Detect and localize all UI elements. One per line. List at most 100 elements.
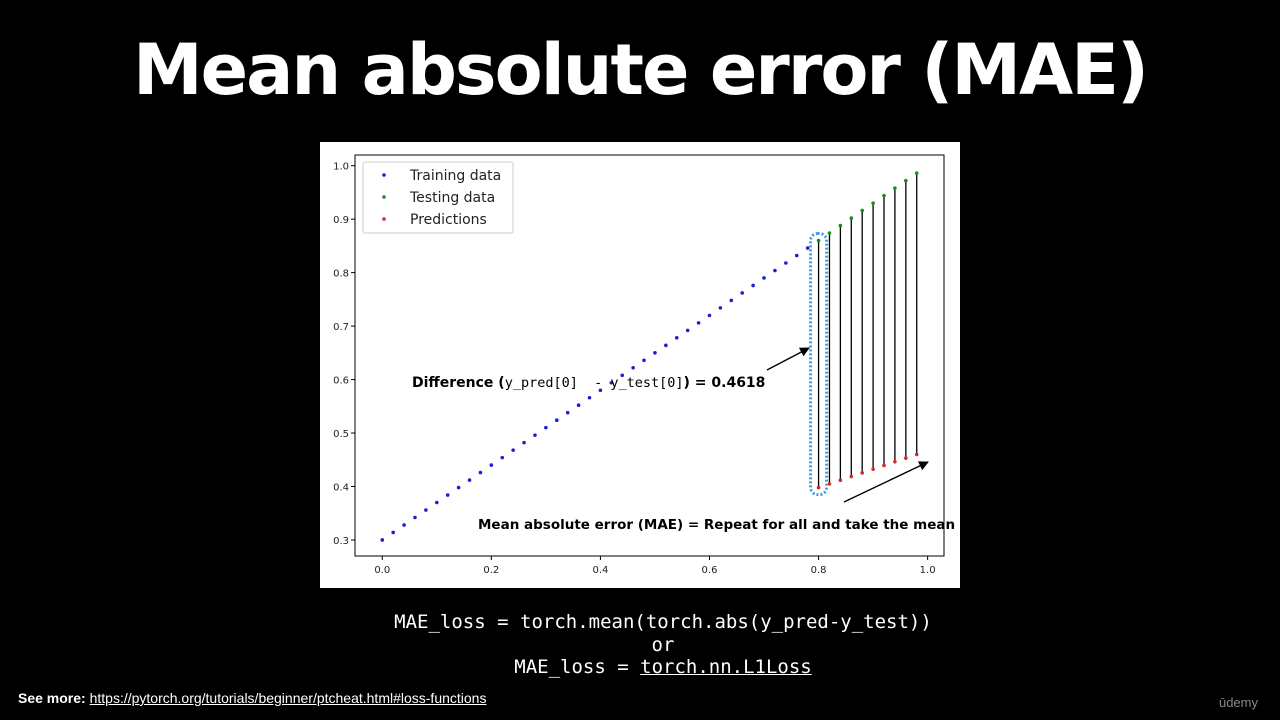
training-point	[642, 358, 646, 363]
y-tick-label: 0.4	[333, 482, 349, 493]
data-points	[380, 171, 919, 542]
prediction-point	[882, 463, 886, 468]
prediction-point	[827, 482, 832, 486]
training-point	[696, 321, 701, 325]
testing-point	[816, 238, 821, 243]
prediction-point	[914, 452, 919, 457]
training-point	[685, 328, 690, 333]
training-point	[729, 298, 734, 303]
prediction-point	[871, 467, 875, 471]
difference-arrow	[766, 347, 810, 371]
testing-point	[860, 208, 864, 213]
prediction-point	[849, 474, 854, 479]
legend-marker-training	[382, 173, 386, 177]
x-tick-label: 1.0	[920, 565, 936, 576]
first-pair-highlight	[809, 232, 829, 497]
difference-annotation: Difference (y_pred[0] - y_test[0]) = 0.4…	[412, 347, 810, 391]
training-point	[718, 306, 723, 310]
training-point	[489, 463, 494, 467]
code-l1loss-prefix: MAE_loss =	[514, 656, 641, 678]
training-point	[773, 268, 777, 273]
footer: See more: https://pytorch.org/tutorials/…	[18, 690, 486, 706]
mean-annotation: Mean absolute error (MAE) = Repeat for a…	[478, 461, 955, 533]
training-point	[653, 351, 657, 355]
training-point	[784, 261, 788, 265]
testing-point	[849, 216, 854, 220]
training-point	[391, 530, 395, 535]
testing-point	[882, 193, 886, 198]
testing-point	[914, 171, 919, 175]
training-point	[664, 343, 668, 348]
slide-title: Mean absolute error (MAE)	[133, 29, 1149, 111]
training-point	[402, 523, 406, 527]
prediction-point	[893, 459, 897, 464]
prediction-point	[816, 485, 821, 490]
mean-annotation-text: Mean absolute error (MAE) = Repeat for a…	[478, 517, 955, 533]
code-or: or	[651, 634, 675, 656]
x-axis: 0.0 0.2 0.4 0.6 0.8 1.0	[374, 556, 936, 576]
y-axis: 0.3 0.4 0.5 0.6 0.7 0.8 0.9 1.0	[333, 162, 355, 547]
udemy-watermark: ūdemy	[1218, 695, 1258, 710]
difference-lines	[817, 173, 918, 488]
footer-link[interactable]: https://pytorch.org/tutorials/beginner/p…	[89, 690, 487, 706]
y-tick-label: 0.3	[333, 536, 349, 547]
training-point	[707, 313, 712, 318]
legend: Training data Testing data Predictions	[362, 161, 514, 234]
training-point	[544, 425, 548, 430]
y-tick-label: 0.6	[333, 376, 349, 387]
legend-box	[362, 161, 514, 234]
training-point	[631, 365, 635, 370]
training-point	[587, 395, 592, 400]
y-tick-label: 0.7	[333, 322, 349, 333]
training-point	[609, 380, 614, 385]
x-tick-label: 0.8	[811, 565, 827, 576]
l1loss-link[interactable]: torch.nn.L1Loss	[640, 656, 812, 678]
x-tick-label: 0.0	[374, 565, 390, 576]
prediction-point	[904, 456, 908, 460]
y-tick-label: 1.0	[333, 162, 349, 173]
training-point	[424, 508, 428, 512]
training-point	[435, 500, 439, 505]
difference-label: Difference (	[412, 375, 505, 391]
plot-frame	[354, 154, 945, 557]
legend-label-predictions: Predictions	[410, 212, 487, 228]
code-line-l1loss: MAE_loss = torch.nn.L1Loss	[23, 656, 1280, 678]
legend-label-testing: Testing data	[409, 190, 495, 206]
difference-value: ) = 0.4618	[684, 375, 766, 391]
training-point	[674, 336, 679, 340]
training-point	[740, 291, 745, 295]
testing-point	[871, 201, 875, 205]
training-point	[565, 410, 570, 415]
training-point	[522, 440, 526, 445]
training-point	[380, 538, 385, 542]
difference-annotation-text: Difference (y_pred[0] - y_test[0]) = 0.4…	[412, 375, 765, 391]
x-tick-label: 0.2	[483, 565, 499, 576]
training-point	[413, 515, 417, 520]
chart-figure: 0.3 0.4 0.5 0.6 0.7 0.8 0.9 1.0 0.0 0.2 0.4 0.6 0.8…	[320, 142, 960, 588]
legend-marker-testing	[382, 195, 386, 199]
training-point	[467, 478, 472, 482]
y-tick-label: 0.9	[333, 215, 349, 226]
training-point	[500, 455, 505, 460]
training-point	[511, 448, 515, 452]
training-point	[598, 388, 603, 393]
testing-point	[827, 231, 832, 235]
training-point	[478, 470, 483, 475]
footer-label: See more:	[18, 690, 86, 706]
training-point	[794, 253, 799, 258]
legend-label-training: Training data	[409, 168, 501, 184]
scatter-chart: 0.3 0.4 0.5 0.6 0.7 0.8 0.9 1.0 0.0 0.2 0.4 0.6 0.8…	[333, 154, 955, 576]
training-point	[576, 403, 581, 408]
testing-point	[838, 223, 843, 228]
training-point	[762, 276, 766, 280]
difference-code: y_pred[0] - y_test[0]	[505, 375, 684, 391]
training-point	[533, 433, 537, 437]
y-tick-label: 0.8	[333, 269, 349, 280]
training-point	[751, 283, 755, 288]
legend-marker-predictions	[382, 217, 386, 221]
testing-point	[893, 186, 897, 190]
training-point	[805, 246, 810, 250]
mean-arrow	[843, 461, 929, 503]
x-tick-label: 0.4	[592, 565, 608, 576]
code-line-mae-formula: MAE_loss = torch.mean(torch.abs(y_pred-y…	[394, 611, 932, 633]
